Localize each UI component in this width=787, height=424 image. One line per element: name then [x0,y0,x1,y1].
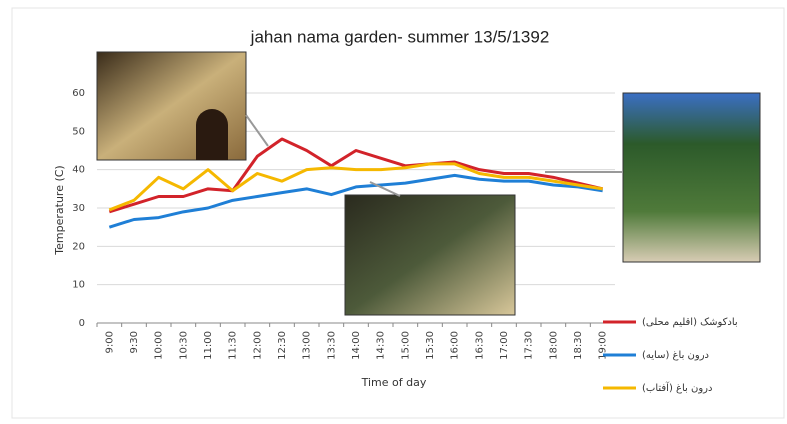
legend-label: درون باغ (سایه) [642,350,709,361]
x-tick-label: 16:30 [474,331,485,360]
x-tick-label: 12:30 [277,331,288,360]
x-tick-label: 10:00 [154,331,165,360]
y-tick-label: 50 [72,126,85,137]
legend-label: بادکوشک (اقلیم محلی) [642,317,738,328]
x-tick-label: 13:30 [326,331,337,360]
x-tick-label: 13:00 [302,331,313,360]
photo-shade [345,195,515,315]
x-tick-label: 9:30 [129,331,140,353]
x-tick-label: 9:00 [104,331,115,353]
photo-arch [196,109,228,160]
photos [97,52,760,315]
x-tick-label: 11:30 [228,331,239,360]
x-axis-title: Time of day [361,376,427,389]
x-tick-label: 14:30 [376,331,387,360]
x-tick-label: 14:00 [351,331,362,360]
y-tick-label: 40 [72,165,85,176]
y-tick-label: 0 [79,318,85,329]
y-tick-label: 60 [72,88,85,99]
x-tick-label: 17:00 [499,331,510,360]
x-tick-label: 18:00 [548,331,559,360]
photo-sun [623,93,760,262]
x-tick-label: 15:00 [400,331,411,360]
x-tick-label: 18:30 [573,331,584,360]
y-axis-title: Temperature (C) [53,165,66,255]
x-tick-label: 15:30 [425,331,436,360]
x-tick-label: 12:00 [252,331,263,360]
legend-label: درون باغ (آفتاب) [642,381,712,394]
chart: jahan nama garden- summer 13/5/1392 Time… [0,0,787,424]
y-tick-label: 20 [72,241,85,252]
x-tick-label: 11:00 [203,331,214,360]
legend: بادکوشک (اقلیم محلی) درون باغ (سایه) درون … [603,317,738,394]
x-tick-label: 10:30 [178,331,189,360]
y-tick-label: 10 [72,280,85,291]
x-tick-label: 16:00 [450,331,461,360]
x-tick-label: 17:30 [524,331,535,360]
arrow [246,115,268,146]
chart-title: jahan nama garden- summer 13/5/1392 [250,27,550,46]
y-tick-label: 30 [72,203,85,214]
